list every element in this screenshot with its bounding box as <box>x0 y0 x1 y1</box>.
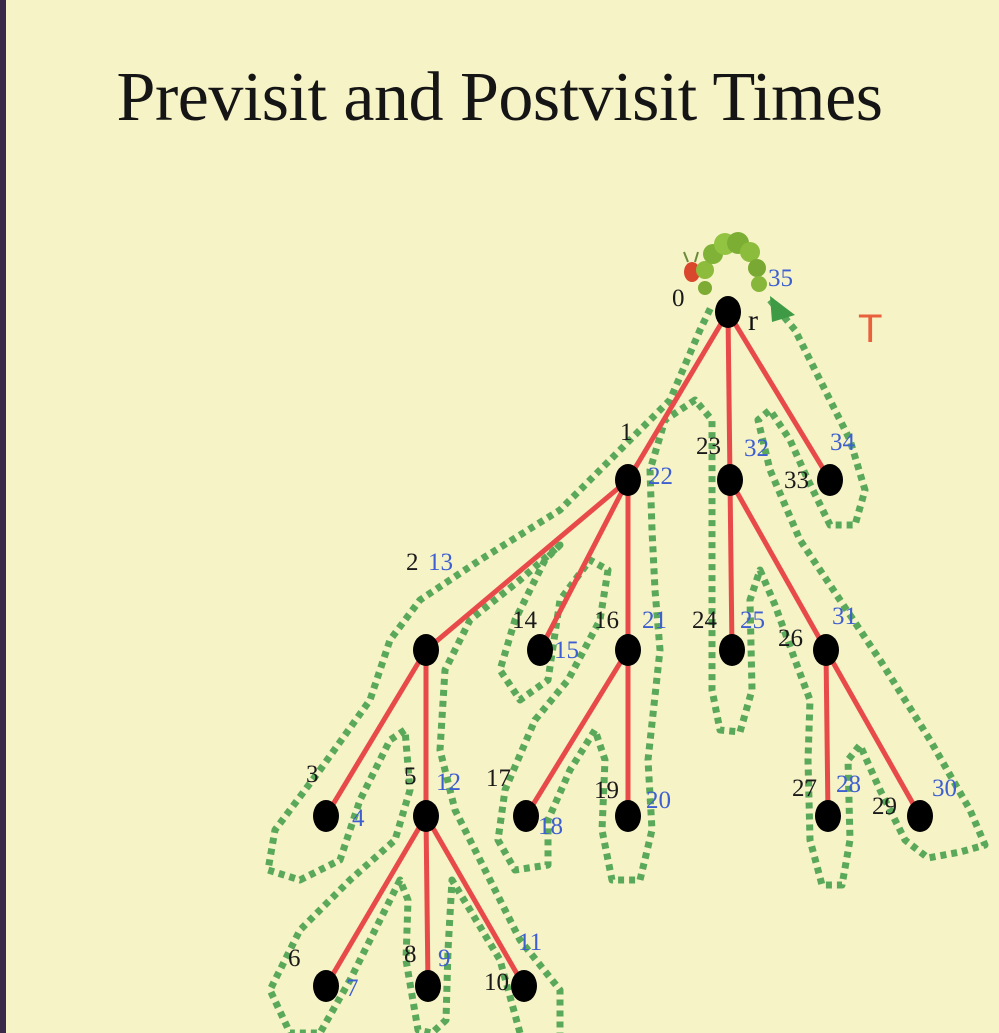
postvisit-time-label: 21 <box>642 607 667 634</box>
tree-edge <box>523 648 631 818</box>
previsit-time-label: 14 <box>512 607 538 634</box>
previsit-time-label: 26 <box>778 625 803 652</box>
postvisit-time-label: 20 <box>646 787 671 814</box>
postvisit-time-label: 7 <box>346 975 359 1002</box>
slide-title: Previsit and Postvisit Times <box>116 59 883 136</box>
tree-label: T <box>858 307 882 351</box>
postvisit-time-label: 28 <box>836 771 861 798</box>
previsit-time-label: 1 <box>620 419 633 446</box>
tree-node <box>715 296 741 328</box>
tree-node <box>815 800 841 832</box>
tree-node <box>615 634 641 666</box>
tree-edge <box>625 310 731 482</box>
tree-node <box>413 800 439 832</box>
previsit-time-label: 2 <box>406 549 419 576</box>
root-label: r <box>748 304 758 337</box>
postvisit-time-label: 35 <box>768 265 793 292</box>
traversal-path-segment <box>264 303 716 1033</box>
tree-nodes <box>313 296 933 1002</box>
postvisit-time-label: 32 <box>744 435 769 462</box>
previsit-time-label: 27 <box>792 775 817 802</box>
previsit-time-label: 5 <box>404 763 417 790</box>
tree-edge <box>424 478 630 652</box>
tree-edges <box>323 310 923 988</box>
tree-node <box>527 634 553 666</box>
tree-edge <box>537 478 631 652</box>
tree-edge <box>727 478 829 652</box>
tree-node <box>313 800 339 832</box>
previsit-time-label: 16 <box>594 607 619 634</box>
tree-node <box>813 634 839 666</box>
postvisit-time-label: 12 <box>436 769 461 796</box>
tree-edge <box>323 648 429 818</box>
previsit-time-label: 17 <box>486 765 511 792</box>
postvisit-time-label: 18 <box>538 813 563 840</box>
tree-node <box>413 634 439 666</box>
tree-edge <box>423 814 527 988</box>
previsit-time-label: 23 <box>696 433 721 460</box>
previsit-time-label: 24 <box>692 607 718 634</box>
tree-node <box>313 970 339 1002</box>
postvisit-time-label: 13 <box>428 549 453 576</box>
previsit-time-label: 6 <box>288 945 301 972</box>
postvisit-time-label: 31 <box>832 603 857 630</box>
postvisit-time-label: 22 <box>648 463 673 490</box>
previsit-time-label: 8 <box>404 941 417 968</box>
previsit-time-label: 10 <box>484 969 509 996</box>
postvisit-time-label: 34 <box>830 429 856 456</box>
tree-edge <box>725 310 833 482</box>
tree-node <box>615 800 641 832</box>
tree-node <box>511 970 537 1002</box>
tree-node <box>513 800 539 832</box>
previsit-time-label: 29 <box>872 793 897 820</box>
tree-edge <box>823 648 923 818</box>
tree-node <box>817 464 843 496</box>
previsit-time-label: 33 <box>784 467 809 494</box>
postvisit-time-label: 30 <box>932 775 957 802</box>
tree-edge <box>323 814 429 988</box>
tree-node <box>907 800 933 832</box>
traversal-path <box>264 297 989 1033</box>
tree-edge <box>423 815 431 987</box>
window-edge <box>0 0 6 1033</box>
postvisit-time-label: 9 <box>438 945 451 972</box>
postvisit-time-label: 4 <box>352 805 365 832</box>
tree-edge <box>823 649 831 817</box>
tree-node <box>615 464 641 496</box>
tree-node <box>719 634 745 666</box>
previsit-time-label: 0 <box>672 285 685 312</box>
postvisit-time-label: 15 <box>554 637 579 664</box>
caterpillar-icon <box>683 232 767 295</box>
postvisit-time-label: 11 <box>518 929 542 956</box>
arrow-head-icon <box>770 296 795 322</box>
tree-edge <box>725 311 733 481</box>
tree-node <box>415 970 441 1002</box>
postvisit-time-label: 25 <box>740 607 765 634</box>
traversal-path-segment <box>436 297 989 1033</box>
previsit-time-label: 3 <box>306 761 319 788</box>
tree-node <box>717 464 743 496</box>
previsit-time-label: 19 <box>594 777 619 804</box>
tree-edge <box>727 479 735 651</box>
